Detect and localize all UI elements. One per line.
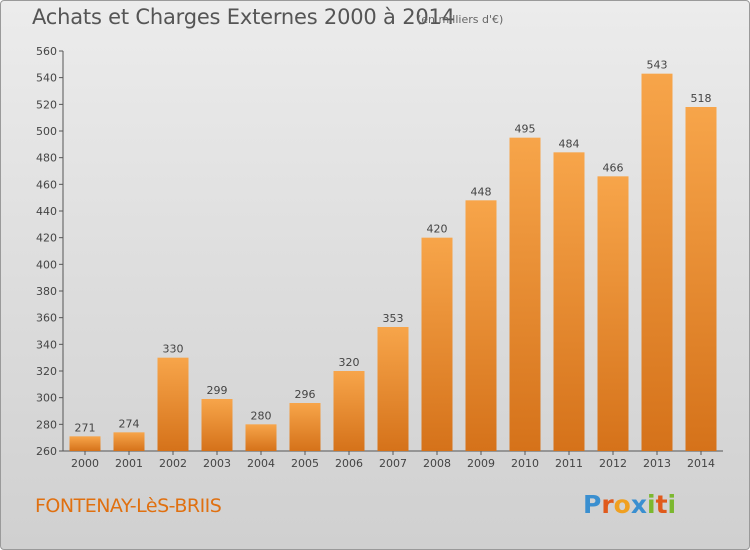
chart-subtitle: (en milliers d'€): [417, 13, 504, 26]
y-tick-label: 340: [36, 338, 57, 351]
logo-letter: i: [647, 490, 656, 519]
x-tick-label: 2010: [511, 457, 539, 470]
y-tick-label: 440: [36, 205, 57, 218]
bar-2002: [157, 357, 189, 451]
x-tick-label: 2003: [203, 457, 231, 470]
y-tick-label: 300: [36, 392, 57, 405]
bar-value-label: 543: [647, 59, 668, 72]
logo-letter: r: [601, 490, 614, 519]
bar-2005: [289, 403, 321, 451]
bar-2007: [377, 327, 409, 451]
x-tick-label: 2006: [335, 457, 363, 470]
bar-2009: [465, 200, 497, 451]
x-tick-label: 2000: [71, 457, 99, 470]
logo-letter: x: [630, 490, 647, 519]
bar-value-label: 330: [163, 343, 184, 356]
y-tick-label: 540: [36, 72, 57, 85]
bar-value-label: 274: [119, 417, 140, 430]
x-tick-label: 2008: [423, 457, 451, 470]
y-tick-label: 400: [36, 258, 57, 271]
y-tick-label: 460: [36, 178, 57, 191]
bar-value-label: 353: [383, 312, 404, 325]
y-tick-label: 560: [36, 45, 57, 58]
x-tick-label: 2012: [599, 457, 627, 470]
bar-2004: [245, 424, 277, 451]
bar-2012: [597, 176, 629, 452]
bar-2000: [69, 436, 101, 451]
y-tick-label: 480: [36, 152, 57, 165]
chart-axes: 260 280 300 320 340 360 380 400 420 440 460 480 500 5…: [36, 45, 723, 470]
chart-bars: 271 274 330 299 280 296 320 353 420 448 495 484 466 5…: [69, 59, 717, 452]
y-tick-label: 360: [36, 312, 57, 325]
y-tick-label: 260: [36, 445, 57, 458]
bar-value-label: 320: [339, 356, 360, 369]
x-tick-label: 2011: [555, 457, 583, 470]
logo-letter: o: [613, 490, 631, 519]
bar-value-label: 280: [251, 409, 272, 422]
bar-2006: [333, 371, 365, 451]
bar-value-label: 448: [471, 185, 492, 198]
bar-value-label: 495: [515, 123, 536, 136]
bar-2003: [201, 399, 233, 451]
bar-2001: [113, 432, 145, 451]
bar-value-label: 296: [295, 388, 316, 401]
chart-title: Achats et Charges Externes 2000 à 2014: [32, 5, 455, 29]
y-tick-label: 420: [36, 232, 57, 245]
x-tick-label: 2009: [467, 457, 495, 470]
commune-name: FONTENAY-LèS-BRIIS: [35, 495, 222, 517]
y-tick-label: 500: [36, 125, 57, 138]
bar-2013: [641, 73, 673, 452]
logo-letter: P: [583, 490, 602, 519]
x-tick-label: 2014: [687, 457, 715, 470]
x-tick-label: 2005: [291, 457, 319, 470]
x-tick-label: 2013: [643, 457, 671, 470]
bar-value-label: 466: [603, 161, 624, 174]
bar-value-label: 518: [691, 92, 712, 105]
x-tick-label: 2001: [115, 457, 143, 470]
y-tick-label: 280: [36, 418, 57, 431]
x-tick-label: 2004: [247, 457, 275, 470]
bar-2010: [509, 137, 541, 451]
logo-letter: i: [667, 490, 677, 519]
bar-value-label: 420: [427, 223, 448, 236]
y-tick-label: 520: [36, 98, 57, 111]
y-tick-label: 320: [36, 365, 57, 378]
bar-value-label: 271: [75, 421, 96, 434]
x-tick-label: 2007: [379, 457, 407, 470]
bar-2014: [685, 107, 717, 451]
proxiti-logo[interactable]: Proxiti: [583, 490, 676, 519]
bar-2008: [421, 237, 453, 451]
x-tick-label: 2002: [159, 457, 187, 470]
bar-value-label: 299: [207, 384, 228, 397]
bar-2011: [553, 152, 585, 452]
logo-letter: t: [655, 490, 668, 519]
bar-value-label: 484: [559, 137, 580, 150]
y-tick-label: 380: [36, 285, 57, 298]
